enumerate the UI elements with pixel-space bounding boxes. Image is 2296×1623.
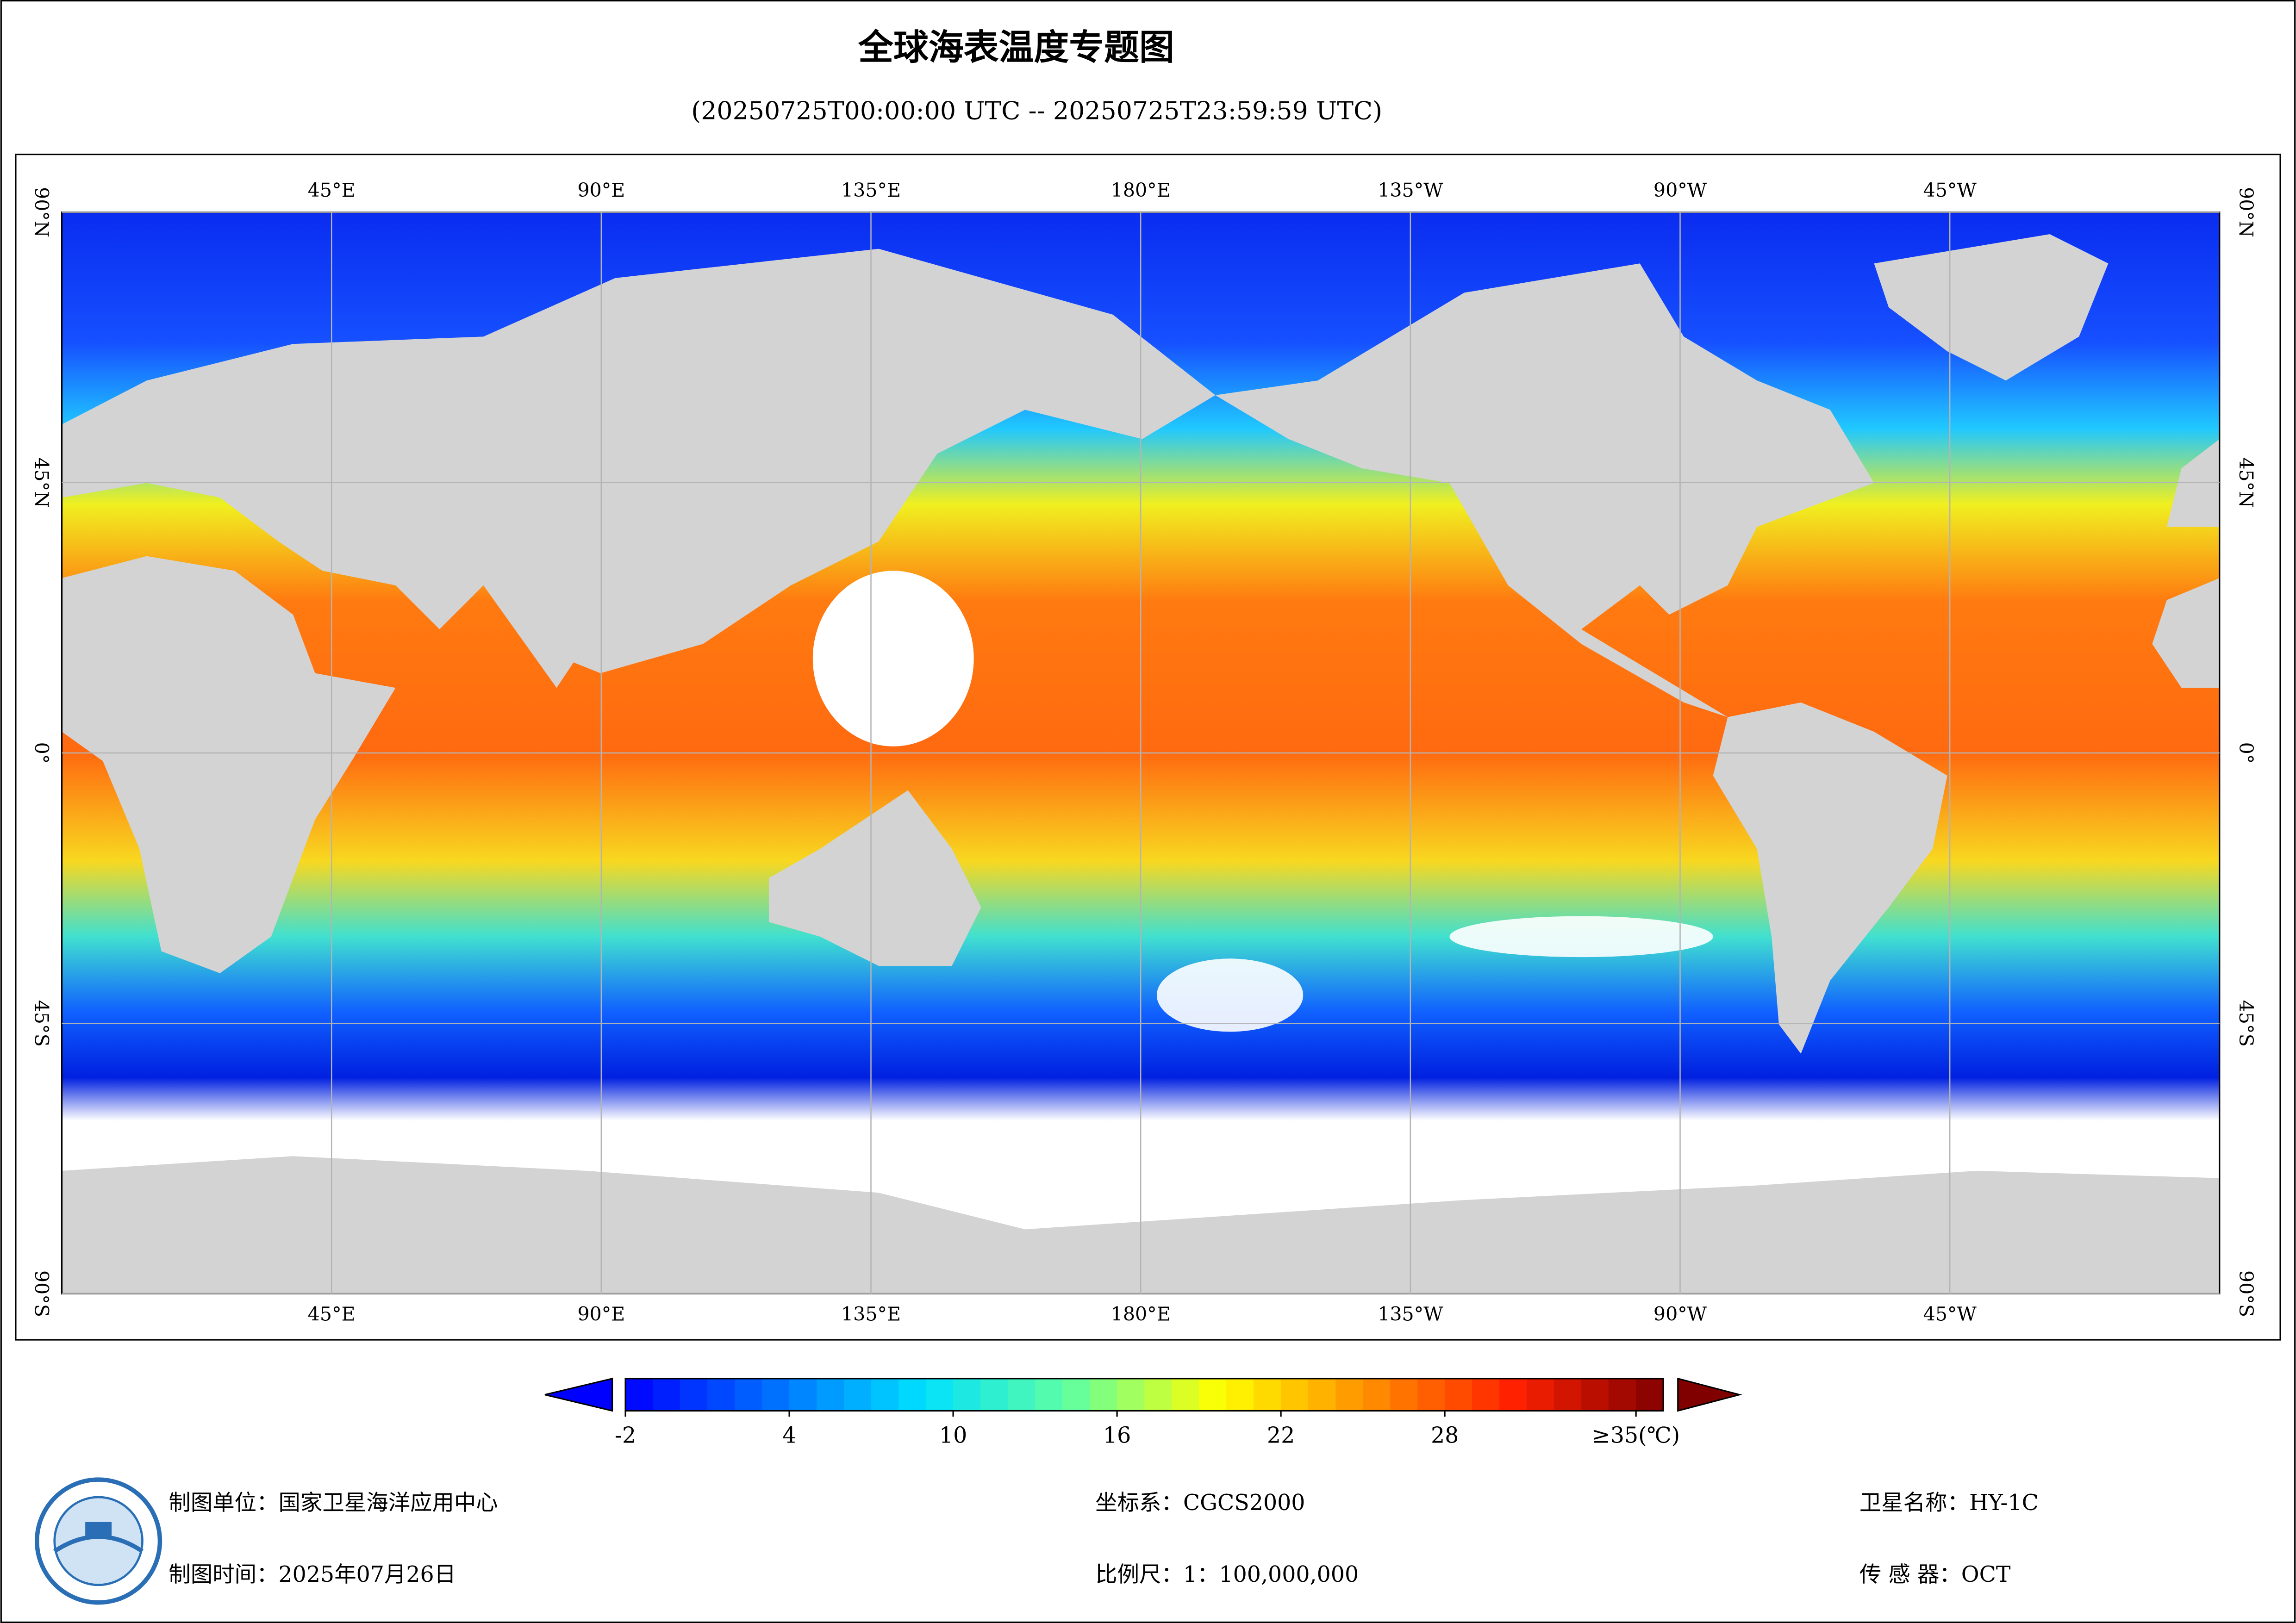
lon-tick-label: 45°W xyxy=(1923,1303,1977,1325)
colorbar-step xyxy=(1554,1378,1582,1411)
colorbar-step xyxy=(1472,1378,1500,1411)
colorbar-step xyxy=(1144,1378,1173,1411)
map-frame xyxy=(15,154,2281,1341)
land-australia xyxy=(768,790,981,966)
colorbar-step xyxy=(1335,1378,1364,1411)
lon-tick-label: 45°E xyxy=(308,1303,356,1325)
colorbar-step xyxy=(1636,1378,1664,1411)
colorbar-tick-label: -2 xyxy=(615,1423,636,1448)
lon-tick-label: 90°E xyxy=(577,179,625,201)
colorbar-step xyxy=(844,1378,872,1411)
land-africa-west xyxy=(2152,578,2220,688)
colorbar-step xyxy=(1417,1378,1446,1411)
footer-scale: 比例尺：1：100,000,000 xyxy=(1095,1562,1359,1587)
colorbar-step xyxy=(1090,1378,1118,1411)
cloud-gap xyxy=(1156,958,1304,1032)
colorbar-tick-label: 10 xyxy=(939,1423,967,1448)
lat-tick-label: 0° xyxy=(2235,742,2257,764)
lat-tick-label: 90°S xyxy=(2235,1270,2257,1317)
colorbar-step xyxy=(1499,1378,1528,1411)
lon-tick-label: 180°E xyxy=(1111,1303,1171,1325)
lon-tick-label: 135°W xyxy=(1378,179,1443,201)
lat-tick-label: 0° xyxy=(31,742,53,764)
lon-tick-label: 90°W xyxy=(1653,1303,1707,1325)
colorbar-step xyxy=(817,1378,845,1411)
lon-tick-label: 135°W xyxy=(1378,1303,1443,1325)
lon-tick-label: 45°E xyxy=(308,179,356,201)
cloud-gap xyxy=(812,571,974,746)
colorbar-step xyxy=(980,1378,1009,1411)
colorbar-step xyxy=(871,1378,899,1411)
colorbar-step xyxy=(762,1378,790,1411)
colorbar-step xyxy=(1527,1378,1555,1411)
colorbar-step xyxy=(1609,1378,1637,1411)
lon-tick-label: 135°E xyxy=(841,179,901,201)
lat-tick-label: 45°S xyxy=(2235,1000,2257,1047)
colorbar-step xyxy=(1035,1378,1063,1411)
map-subtitle: (20250725T00:00:00 UTC -- 20250725T23:59… xyxy=(691,96,1382,125)
lat-tick-label: 45°N xyxy=(2235,457,2257,508)
lat-tick-label: 45°N xyxy=(31,457,53,508)
colorbar-step xyxy=(926,1378,954,1411)
colorbar-step xyxy=(1199,1378,1227,1411)
footer-unit: 制图单位：国家卫星海洋应用中心 xyxy=(168,1490,498,1516)
colorbar-step xyxy=(1172,1378,1200,1411)
colorbar-step xyxy=(735,1378,763,1411)
land-india xyxy=(483,585,586,688)
colorbar-step xyxy=(789,1378,817,1411)
map-title: 全球海表温度专题图 xyxy=(858,27,1174,68)
land-eurasia xyxy=(62,249,1216,673)
colorbar-step xyxy=(1226,1378,1254,1411)
colorbar-step xyxy=(653,1378,681,1411)
lon-tick-label: 45°W xyxy=(1923,179,1977,201)
colorbar-step xyxy=(1390,1378,1418,1411)
colorbar-step xyxy=(898,1378,927,1411)
colorbar-step xyxy=(953,1378,981,1411)
lon-tick-label: 90°E xyxy=(577,1303,625,1325)
lat-tick-label: 90°N xyxy=(31,187,53,237)
colorbar-tick-label: 4 xyxy=(782,1423,796,1448)
colorbar-frame xyxy=(624,1378,1664,1412)
footer-satellite: 卫星名称：HY-1C xyxy=(1859,1490,2039,1516)
land-greenland xyxy=(1874,234,2109,381)
colorbar-step xyxy=(1062,1378,1091,1411)
lat-tick-label: 45°S xyxy=(31,1000,53,1047)
logo xyxy=(35,1477,162,1605)
colorbar-tick-label: ≥35(℃) xyxy=(1592,1423,1680,1448)
land-north-america xyxy=(1215,263,1874,717)
colorbar-under-arrow xyxy=(544,1377,613,1412)
colorbar-tick-label: 22 xyxy=(1267,1423,1295,1448)
land-africa xyxy=(62,556,396,973)
colorbar-tick-label: 16 xyxy=(1103,1423,1131,1448)
colorbar-step xyxy=(707,1378,736,1411)
colorbar-step xyxy=(1581,1378,1610,1411)
colorbar-over-arrow xyxy=(1677,1377,1742,1412)
colorbar-tick-label: 28 xyxy=(1431,1423,1459,1448)
lat-tick-label: 90°S xyxy=(31,1270,53,1317)
footer-time: 制图时间：2025年07月26日 xyxy=(168,1562,456,1587)
footer-sensor: 传 感 器：OCT xyxy=(1859,1562,2011,1587)
cloud-gap xyxy=(1449,916,1713,958)
colorbar-step xyxy=(1281,1378,1309,1411)
lat-tick-label: 90°N xyxy=(2235,187,2257,237)
land-south-america xyxy=(1713,702,1947,1054)
colorbar-step xyxy=(625,1378,654,1411)
colorbar-step xyxy=(1363,1378,1391,1411)
colorbar-step xyxy=(1308,1378,1336,1411)
footer-crs: 坐标系：CGCS2000 xyxy=(1095,1490,1305,1516)
colorbar-step xyxy=(1445,1378,1473,1411)
colorbar-step xyxy=(680,1378,708,1411)
colorbar-step xyxy=(1117,1378,1145,1411)
lon-tick-label: 135°E xyxy=(841,1303,901,1325)
lon-tick-label: 180°E xyxy=(1111,179,1171,201)
colorbar-step xyxy=(1008,1378,1036,1411)
colorbar-step xyxy=(1254,1378,1282,1411)
lon-tick-label: 90°W xyxy=(1653,179,1707,201)
